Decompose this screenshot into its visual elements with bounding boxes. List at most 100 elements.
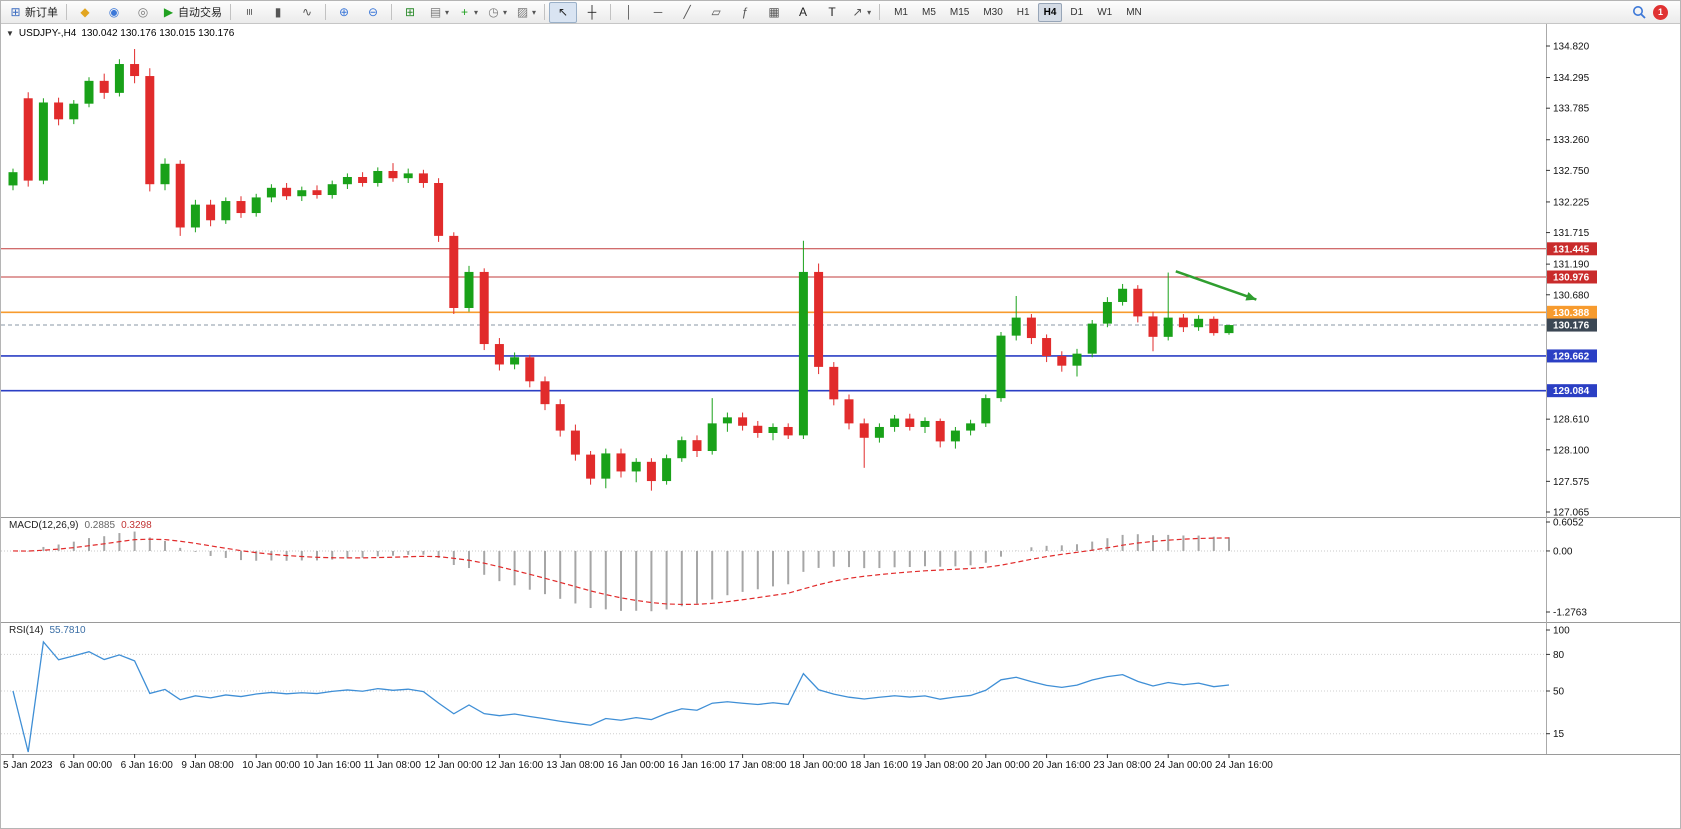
text-button[interactable]: A bbox=[789, 2, 817, 23]
zoom-out-button[interactable]: ⊖ bbox=[359, 2, 387, 23]
trendline-button[interactable]: ╱ bbox=[673, 2, 701, 23]
candle bbox=[84, 77, 94, 108]
candle-body bbox=[327, 184, 337, 196]
candle bbox=[829, 362, 839, 406]
candle bbox=[646, 458, 656, 491]
periods-button[interactable]: ◷ ▾ bbox=[483, 2, 511, 23]
shapes-button[interactable]: ▦ bbox=[760, 2, 788, 23]
candle-body bbox=[236, 201, 246, 214]
time-axis-label: 13 Jan 08:00 bbox=[546, 760, 604, 771]
candle bbox=[297, 186, 307, 202]
candle-body bbox=[1194, 318, 1204, 328]
tile-windows-button[interactable]: ⊞ bbox=[396, 2, 424, 23]
bar-chart-button[interactable]: ≡ bbox=[235, 2, 263, 23]
vertical-line-button[interactable]: │ bbox=[615, 2, 643, 23]
autotrading-button[interactable]: ▶ 自动交易 bbox=[158, 2, 226, 23]
candle bbox=[950, 426, 960, 449]
cursor-button[interactable]: ↖ bbox=[549, 1, 578, 23]
line-chart-button[interactable]: ∿ bbox=[293, 2, 321, 23]
trend-arrow-annotation[interactable] bbox=[1175, 270, 1257, 301]
templates-button[interactable]: ▨ ▾ bbox=[512, 2, 540, 23]
macd-main-value: 0.2885 bbox=[84, 520, 116, 531]
dropdown-caret-icon: ▾ bbox=[503, 7, 508, 17]
templates-icon: ▨ bbox=[516, 5, 529, 19]
timeframe-m1-button[interactable]: M1 bbox=[894, 6, 908, 18]
chart-collapse-button[interactable]: ▼ bbox=[6, 29, 14, 38]
clock-icon: ◷ bbox=[488, 5, 499, 19]
macd-signal-line bbox=[12, 537, 1230, 606]
candle-body bbox=[1072, 353, 1082, 366]
candle-body bbox=[738, 417, 748, 426]
zoom-in-button[interactable]: ⊕ bbox=[330, 2, 358, 23]
price-axis-label: 133.260 bbox=[1553, 135, 1590, 146]
candle-body bbox=[753, 425, 763, 433]
candle bbox=[464, 265, 474, 312]
timeframe-group: M1 M5 M15 M30 H1 H4 D1 W1 MN bbox=[887, 2, 1149, 22]
candle bbox=[905, 413, 915, 431]
timeframe-mn-button[interactable]: MN bbox=[1126, 6, 1142, 18]
candle bbox=[388, 163, 398, 182]
price-axis-label: 133.785 bbox=[1553, 104, 1590, 115]
candle-body bbox=[373, 170, 383, 184]
macd-signal-value: 0.3298 bbox=[121, 520, 152, 531]
new-chart-button[interactable]: + ▾ bbox=[454, 2, 482, 23]
time-axis-label: 9 Jan 08:00 bbox=[181, 760, 234, 771]
candle-body bbox=[935, 420, 945, 442]
candle bbox=[266, 184, 276, 203]
timeframe-h4-button[interactable]: H4 bbox=[1037, 2, 1063, 22]
candle-body bbox=[601, 453, 611, 479]
candle-body bbox=[829, 366, 839, 400]
market-watch-button[interactable]: ◎ bbox=[129, 2, 157, 23]
time-axis[interactable]: 5 Jan 2023 6 Jan 00:00 6 Jan 16:00 9 Jan 08… bbox=[3, 754, 1273, 771]
timeframe-m30-button[interactable]: M30 bbox=[983, 6, 1003, 18]
zoom-in-icon: ⊕ bbox=[338, 5, 350, 19]
channel-button[interactable]: ▱ bbox=[702, 2, 730, 23]
timeframe-m15-button[interactable]: M15 bbox=[949, 6, 970, 18]
metaeditor-button[interactable]: ◆ bbox=[71, 2, 99, 23]
rsi-name: RSI(14) bbox=[9, 625, 44, 636]
auto-arrange-button[interactable]: ▤ ▾ bbox=[425, 2, 453, 23]
time-axis-label: 6 Jan 16:00 bbox=[121, 760, 174, 771]
market-watch-icon: ◎ bbox=[137, 5, 149, 19]
timeframe-w1-button[interactable]: W1 bbox=[1097, 6, 1113, 18]
metaeditor-icon: ◆ bbox=[80, 5, 90, 19]
candle bbox=[160, 158, 170, 191]
rsi-axis-label: 100 bbox=[1553, 626, 1570, 637]
candle bbox=[586, 451, 596, 485]
new-order-button[interactable]: ⊞ 新订单 bbox=[5, 2, 62, 23]
candle-body bbox=[722, 417, 732, 424]
candlestick-chart-button[interactable]: ▮ bbox=[264, 2, 292, 23]
candle-body bbox=[175, 163, 185, 228]
toolbar-separator bbox=[325, 4, 326, 20]
candle-body bbox=[494, 344, 504, 365]
price-axis[interactable]: 134.820 134.295 133.785 133.260 132.750 132.2… bbox=[1546, 42, 1590, 519]
bar-chart-icon: ≡ bbox=[242, 8, 256, 16]
candle-body bbox=[1209, 318, 1219, 334]
arrows-button[interactable]: ↗ ▾ bbox=[847, 2, 875, 23]
candle-body bbox=[586, 454, 596, 479]
notification-badge[interactable]: 1 bbox=[1653, 4, 1668, 20]
candle bbox=[1087, 320, 1097, 358]
horizontal-line-button[interactable]: ─ bbox=[644, 2, 672, 23]
time-axis-label: 16 Jan 16:00 bbox=[668, 760, 726, 771]
candle bbox=[38, 98, 48, 185]
candle bbox=[1011, 295, 1021, 341]
candle-body bbox=[1011, 317, 1021, 336]
profile-button[interactable]: ◉ bbox=[100, 2, 128, 23]
timeframe-d1-button[interactable]: D1 bbox=[1070, 6, 1084, 18]
timeframe-h1-button[interactable]: H1 bbox=[1016, 6, 1030, 18]
candle bbox=[1133, 285, 1143, 323]
timeframe-m5-button[interactable]: M5 bbox=[921, 6, 936, 18]
fibonacci-button[interactable]: ƒ bbox=[731, 2, 759, 23]
crosshair-button[interactable]: ┼ bbox=[578, 2, 606, 23]
time-axis-label: 24 Jan 00:00 bbox=[1154, 760, 1212, 771]
candle bbox=[54, 97, 64, 126]
candle-body bbox=[677, 440, 687, 459]
candle-body bbox=[631, 461, 641, 472]
candle bbox=[312, 185, 322, 199]
search-icon[interactable] bbox=[1632, 5, 1646, 19]
time-axis-label: 23 Jan 08:00 bbox=[1093, 760, 1151, 771]
candle bbox=[966, 419, 976, 436]
text-label-button[interactable]: T bbox=[818, 2, 846, 23]
rsi-axis-label: 80 bbox=[1553, 650, 1565, 661]
